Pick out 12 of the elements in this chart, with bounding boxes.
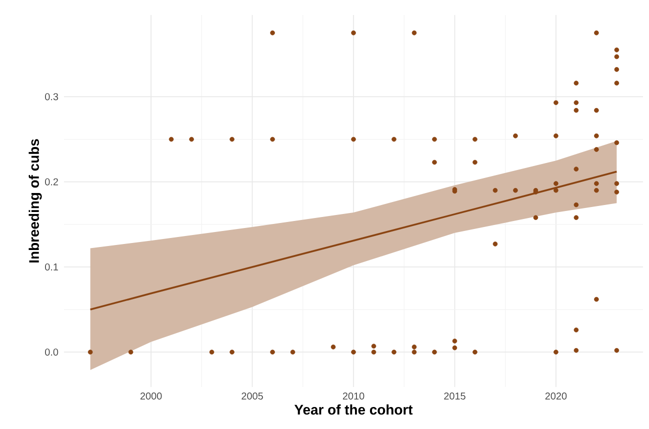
x-axis-title: Year of the cohort — [294, 404, 413, 415]
x-tick-label: 2020 — [545, 392, 567, 400]
x-tick-label: 2015 — [444, 392, 466, 400]
y-axis-title: Inbreeding of cubs — [28, 139, 42, 262]
y-tick-label: 0.1 — [45, 263, 58, 270]
x-tick-label: 2005 — [242, 392, 263, 400]
line-series — [89, 170, 618, 310]
y-tick-label: 0.3 — [45, 93, 58, 100]
x-tick-label: 2010 — [342, 392, 364, 400]
x-tick-label: 2000 — [140, 392, 162, 400]
y-tick-label: 0.0 — [45, 348, 58, 356]
y-tick-label: 0.2 — [45, 178, 58, 186]
